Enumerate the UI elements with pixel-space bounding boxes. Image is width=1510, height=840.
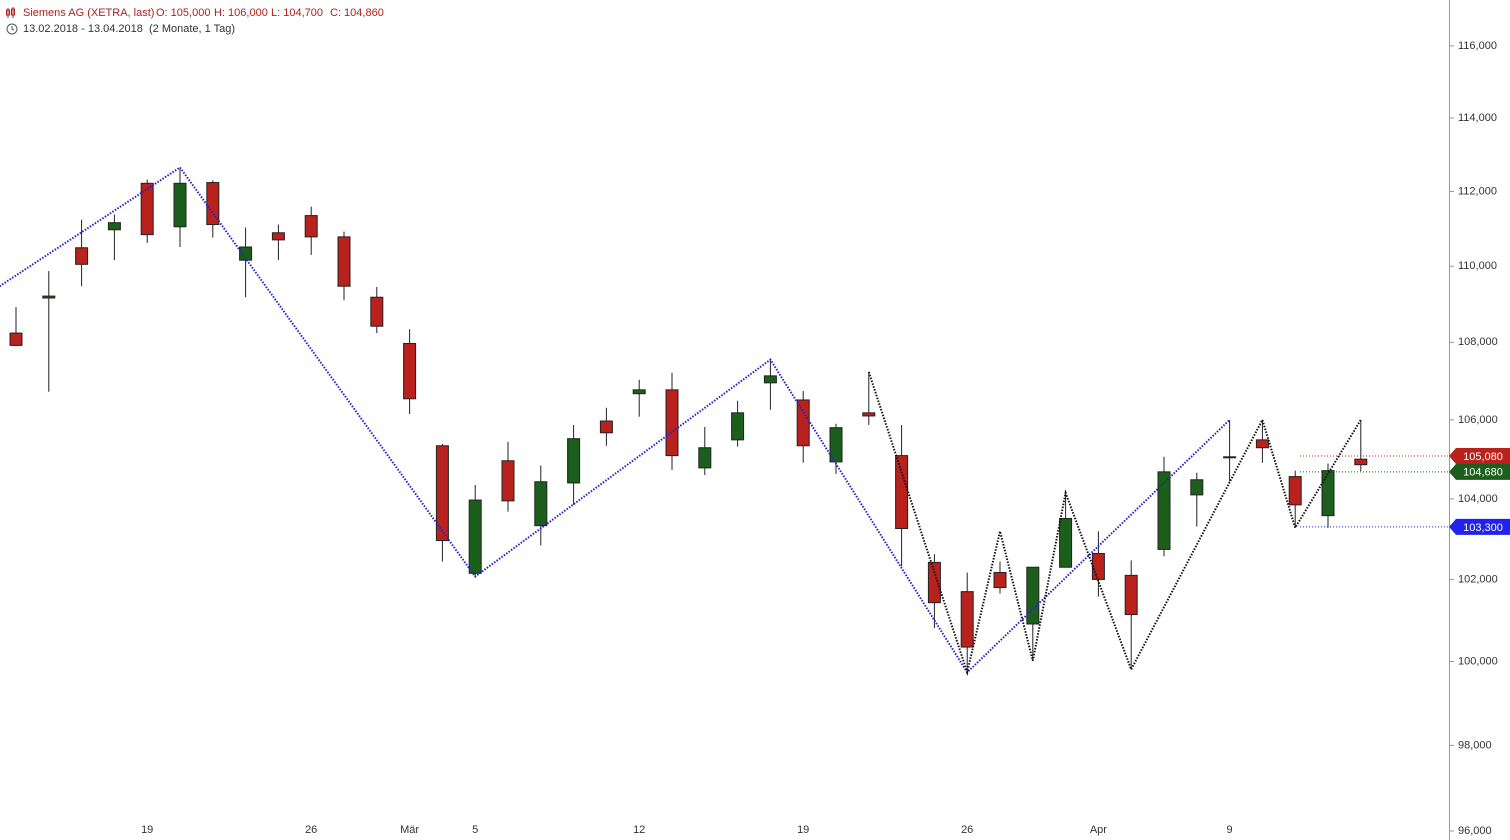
candle-body <box>1157 471 1171 550</box>
candle-body <box>1354 458 1368 466</box>
price-marker-box <box>1449 518 1510 535</box>
candle-body <box>763 375 777 384</box>
candle-body <box>534 481 548 527</box>
candle-body <box>1190 479 1204 496</box>
x-tick-label: 26 <box>305 824 317 836</box>
candle-body <box>75 247 89 265</box>
candle-body <box>698 447 712 469</box>
candle-body <box>501 460 515 502</box>
ohlc-label: H: 106,000 <box>214 7 268 19</box>
x-tick-label: Apr <box>1090 824 1107 836</box>
candle-body <box>1124 574 1138 616</box>
candle-body <box>468 499 482 574</box>
y-tick-label: 106,000 <box>1458 414 1498 426</box>
candle-body <box>304 215 318 238</box>
candle-body <box>567 438 581 484</box>
candle-body <box>1026 566 1040 625</box>
chart-title: Siemens AG (XETRA, last) <box>23 7 154 19</box>
y-tick-label: 110,000 <box>1458 260 1497 272</box>
zigzag-line <box>0 166 1231 674</box>
candle-body <box>632 389 646 395</box>
candle-body <box>140 182 154 236</box>
candle-body <box>42 295 56 299</box>
header-icon <box>6 7 15 18</box>
candle-body <box>370 296 384 327</box>
y-tick-label: 104,000 <box>1458 493 1498 505</box>
price-marker-label: 104,680 <box>1463 467 1503 479</box>
y-tick-label: 102,000 <box>1458 573 1498 585</box>
candle-body <box>796 399 810 447</box>
y-tick-label: 114,000 <box>1458 112 1497 124</box>
y-tick-label: 98,000 <box>1458 739 1492 751</box>
x-tick-label: Mär <box>400 824 419 836</box>
candle-body <box>337 236 351 287</box>
candle-body <box>1255 439 1269 449</box>
x-tick-label: 26 <box>961 824 973 836</box>
candle-body <box>435 445 449 542</box>
candle-body <box>206 182 220 226</box>
price-marker-box <box>1449 448 1510 465</box>
candle-body <box>1091 552 1105 580</box>
candle-body <box>9 332 23 346</box>
zigzag-line <box>867 371 1362 677</box>
ohlc-label: C: 104,860 <box>330 7 384 19</box>
price-marker-label: 105,080 <box>1463 451 1503 463</box>
chart-subtitle: 13.02.2018 - 13.04.2018 <box>23 23 143 35</box>
ohlc-label: L: 104,700 <box>271 7 323 19</box>
candle-body <box>960 591 974 648</box>
candle-body <box>1321 470 1335 517</box>
candle-body <box>927 561 941 604</box>
candle-body <box>665 389 679 457</box>
candle-body <box>173 182 187 228</box>
candle-body <box>1288 476 1302 506</box>
x-tick-label: 9 <box>1227 824 1233 836</box>
y-tick-label: 100,000 <box>1458 655 1498 667</box>
candle-body <box>599 420 613 434</box>
clock-icon <box>6 23 18 35</box>
x-tick-label: 12 <box>633 824 645 836</box>
candle-body <box>1223 456 1237 459</box>
x-tick-label: 19 <box>141 824 153 836</box>
candle-body <box>239 246 253 261</box>
ohlc-label: O: 105,000 <box>156 7 210 19</box>
x-tick-label: 19 <box>797 824 809 836</box>
x-tick-label: 5 <box>472 824 478 836</box>
candle-body <box>107 222 121 231</box>
candle-body <box>895 455 909 529</box>
y-tick-label: 96,000 <box>1458 825 1492 837</box>
price-marker-label: 103,300 <box>1463 522 1503 534</box>
price-marker-box <box>1449 463 1510 480</box>
y-tick-label: 108,000 <box>1458 336 1498 348</box>
candle-body <box>271 232 285 241</box>
candle-body <box>862 412 876 417</box>
candle-body <box>403 342 417 400</box>
y-tick-label: 116,000 <box>1458 40 1497 52</box>
candle-body <box>993 572 1007 589</box>
candle-body <box>731 412 745 441</box>
candle-body <box>829 427 843 463</box>
chart-period: (2 Monate, 1 Tag) <box>149 23 235 35</box>
y-tick-label: 112,000 <box>1458 185 1497 197</box>
candle-body <box>1059 517 1073 568</box>
